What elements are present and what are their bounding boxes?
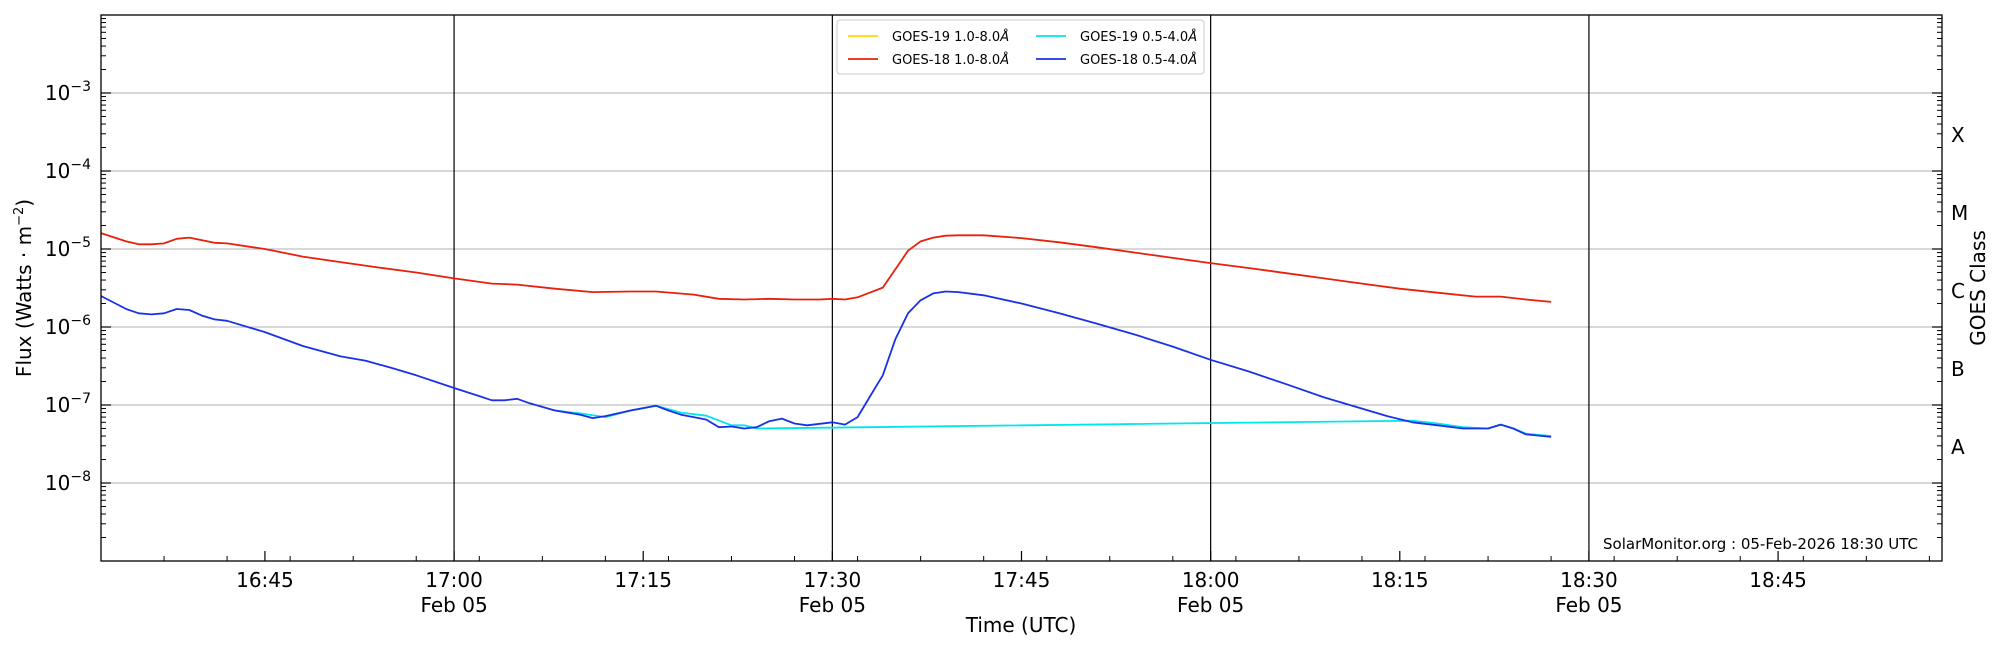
goes-class-label: A xyxy=(1951,435,1965,459)
x-axis-label: Time (UTC) xyxy=(965,613,1077,637)
day-boundary-lines xyxy=(453,15,1590,561)
x-tick-label: 18:45 xyxy=(1749,568,1807,592)
y-axis-label-exponent: −2 xyxy=(12,207,27,226)
y-axis-label-text: Flux (Watts · m xyxy=(12,226,36,377)
x-tick-label: 17:30 xyxy=(804,568,862,592)
legend-entry-band: GOES-19 1.0-8.0 xyxy=(892,30,1000,45)
x-tick-label: 17:00 xyxy=(425,568,483,592)
y-tick-base: 10 xyxy=(45,81,70,105)
x-tick-label: 18:15 xyxy=(1371,568,1429,592)
plot-frame xyxy=(100,14,1943,562)
y-tick-base: 10 xyxy=(45,159,70,183)
y-tick-base: 10 xyxy=(45,393,70,417)
y-tick-label: 10−6 xyxy=(45,313,91,339)
legend-entry-unit: Å xyxy=(1187,52,1197,68)
y-axis-label-close: ) xyxy=(12,199,36,207)
legend-entry: GOES-18 1.0-8.0Å xyxy=(892,52,1009,68)
y-tick-label: 10−4 xyxy=(45,157,91,183)
x-tick-label: 18:30 xyxy=(1560,568,1618,592)
x-tick-date-label: Feb 05 xyxy=(1177,593,1244,617)
flux-series xyxy=(100,232,1552,438)
legend-entry-unit: Å xyxy=(999,52,1009,68)
y-tick-label: 10−3 xyxy=(45,79,91,105)
y-tick-exponent: −8 xyxy=(70,469,91,485)
legend-entry-unit: Å xyxy=(1187,29,1197,45)
y-tick-exponent: −5 xyxy=(70,235,91,251)
legend-entry: GOES-19 1.0-8.0Å xyxy=(892,29,1009,45)
y-axis-label: Flux (Watts · m−2) xyxy=(12,199,36,377)
y-tick-label: 10−8 xyxy=(45,469,91,495)
x-tick-date-label: Feb 05 xyxy=(1555,593,1622,617)
x-tick-label: 16:45 xyxy=(236,568,294,592)
x-tick-date-label: Feb 05 xyxy=(420,593,487,617)
series-line-2 xyxy=(554,404,1552,437)
y-tick-exponent: −4 xyxy=(70,157,91,173)
legend-box xyxy=(836,19,1205,75)
legend-entry-band: GOES-18 1.0-8.0 xyxy=(892,53,1000,68)
y-tick-base: 10 xyxy=(45,471,70,495)
y-tick-label: 10−5 xyxy=(45,235,91,261)
credit-text: SolarMonitor.org : 05-Feb-2026 18:30 UTC xyxy=(1603,535,1918,553)
y-tick-base: 10 xyxy=(45,237,70,261)
legend-entry-band: GOES-18 0.5-4.0 xyxy=(1080,53,1188,68)
y-tick-label: 10−7 xyxy=(45,391,91,417)
x-tick-date-label: Feb 05 xyxy=(799,593,866,617)
x-tick-label: 17:15 xyxy=(614,568,672,592)
y-tick-exponent: −3 xyxy=(70,79,91,95)
goes-class-label: X xyxy=(1951,123,1965,147)
x-tick-label: 17:45 xyxy=(993,568,1051,592)
goes-class-label: M xyxy=(1951,201,1968,225)
y-tick-exponent: −7 xyxy=(70,391,91,407)
legend-entry-band: GOES-19 0.5-4.0 xyxy=(1080,30,1188,45)
axis-ticks xyxy=(101,18,1942,561)
legend-entry-unit: Å xyxy=(999,29,1009,45)
y2-axis-label: GOES Class xyxy=(1966,230,1990,346)
series-line-1 xyxy=(100,232,1552,303)
goes-class-label: B xyxy=(1951,357,1965,381)
series-line-3 xyxy=(100,290,1552,438)
x-tick-label: 18:00 xyxy=(1182,568,1240,592)
goes-class-labels: X M C B A xyxy=(1951,123,1968,459)
horizontal-gridlines xyxy=(101,92,1942,484)
goes-class-label: C xyxy=(1951,279,1965,303)
legend: GOES-19 1.0-8.0Å GOES-19 0.5-4.0ÅGOES-18 … xyxy=(836,19,1205,75)
legend-entry: GOES-19 0.5-4.0Å xyxy=(1080,29,1197,45)
y-tick-exponent: −6 xyxy=(70,313,91,329)
legend-entry: GOES-18 0.5-4.0Å xyxy=(1080,52,1197,68)
y-tick-labels: 10−310−410−510−610−710−8 xyxy=(45,79,91,495)
y-tick-base: 10 xyxy=(45,315,70,339)
